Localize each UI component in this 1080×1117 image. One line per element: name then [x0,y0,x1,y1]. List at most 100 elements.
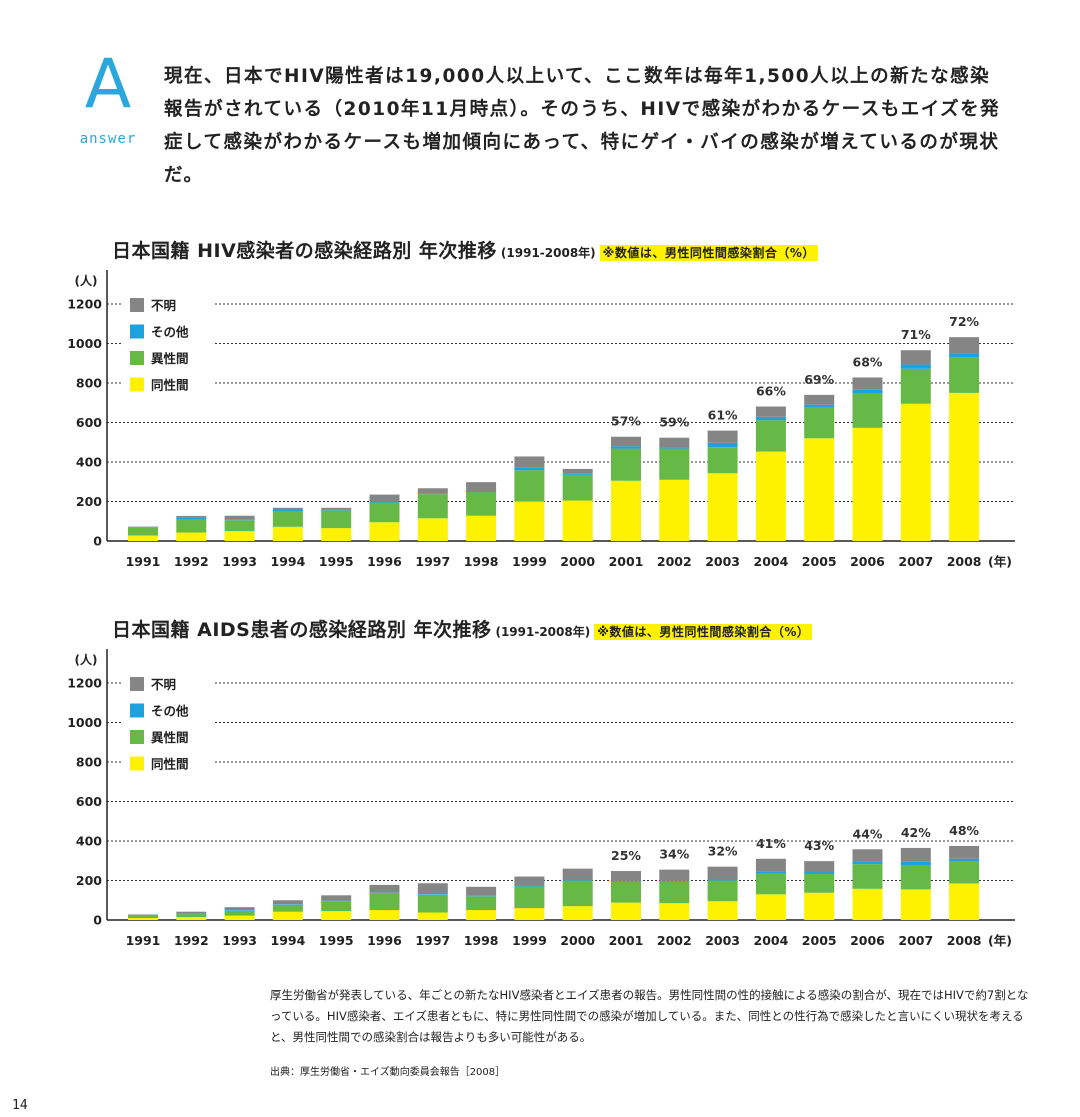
hiv-bar-segment [272,509,303,511]
hiv-bar-segment [949,357,980,393]
aids-bar-segment [514,908,545,920]
hiv-bar-segment [417,494,448,519]
hiv-bar-segment [514,501,545,541]
hiv-bar-segment [900,403,931,541]
aids-bar-segment [272,904,303,905]
aids-bar-segment [949,845,980,859]
aids-bar-segment [562,880,593,907]
hiv-bar-segment [466,492,497,516]
hiv-x-tick-label: 1996 [367,554,402,569]
hiv-bar-segment [321,507,352,510]
hiv-x-axis-unit: (年) [988,554,1012,569]
aids-x-tick-label: 1996 [367,933,402,948]
aids-x-tick-label: 1997 [415,933,450,948]
hiv-percent-label: 57% [611,414,641,429]
hiv-bar-segment [272,510,303,527]
hiv-bar-segment [466,515,497,541]
aids-percent-label: 25% [611,848,641,863]
aids-y-tick-label: 200 [76,873,102,888]
aids-bar-segment [466,886,497,896]
aids-bar-segment [562,906,593,920]
hiv-bar-segment [611,446,641,449]
aids-bar-segment [369,893,400,911]
aids-bar-segment [514,886,545,909]
hiv-chart-note: ※数値は、男性同性間感染割合（%） [599,245,818,261]
aids-percent-label: 41% [756,836,786,851]
aids-x-tick-label: 1994 [271,933,306,948]
hiv-bar-segment [611,480,641,541]
hiv-legend-swatch [130,377,144,392]
hiv-legend-swatch [130,351,144,365]
hiv-x-tick-label: 2006 [850,554,885,569]
hiv-bar-segment [417,518,448,541]
hiv-bar-segment [562,500,593,541]
aids-chart-note: ※数値は、男性同性間感染割合（%） [594,624,813,640]
hiv-bar-segment [369,494,400,502]
aids-bar-segment [224,907,255,911]
hiv-x-tick-label: 1992 [174,554,209,569]
aids-chart-range: (1991-2008年) [495,625,591,639]
hiv-bar-segment [128,535,158,541]
aids-x-tick-label: 2001 [609,933,644,948]
hiv-percent-label: 71% [901,327,931,342]
aids-x-tick-label: 2000 [560,933,595,948]
hiv-bar-segment [514,467,545,471]
aids-bar-segment [128,914,158,916]
hiv-x-tick-label: 2008 [947,554,982,569]
aids-bar-segment [321,911,352,920]
aids-chart-title-row: 日本国籍 AIDS患者の感染経路別 年次推移 (1991-2008年) ※数値は、男… [112,615,813,642]
hiv-bar-segment [659,479,690,541]
hiv-bar-segment [707,430,738,443]
hiv-y-tick-label: 1200 [67,297,102,312]
hiv-bar-segment [417,493,448,495]
hiv-bar-segment [369,502,400,523]
aids-bar-segment [514,876,545,886]
answer-logo-letter: A [84,45,132,124]
aids-x-tick-label: 1993 [222,933,257,948]
aids-bar-segment [707,880,738,902]
aids-bar-segment [321,895,352,901]
aids-y-tick-label: 600 [76,794,102,809]
hiv-y-tick-label: 800 [76,376,102,391]
hiv-percent-label: 61% [708,408,738,423]
hiv-bar-segment [707,473,738,541]
hiv-legend-label: 不明 [151,298,176,313]
aids-bar-segment [176,914,207,918]
aids-bar-segment [417,883,448,895]
hiv-bar-segment [707,447,738,474]
hiv-bar-segment [900,368,931,404]
hiv-bar-segment [659,437,690,448]
hiv-x-tick-label: 1999 [512,554,547,569]
hiv-bar-segment [562,473,593,475]
hiv-bar-segment [176,515,207,518]
aids-x-axis-unit: (年) [988,933,1012,948]
aids-legend-swatch [130,677,144,691]
aids-bar-segment [176,911,207,914]
aids-x-tick-label: 2005 [802,933,837,948]
aids-bar-segment [900,861,931,866]
hiv-x-tick-label: 1997 [415,554,450,569]
hiv-bar-segment [949,337,980,354]
aids-bar-segment [562,879,593,881]
hiv-x-tick-label: 1991 [126,554,161,569]
hiv-x-tick-label: 2004 [754,554,789,569]
hiv-bar-segment [755,416,786,421]
aids-bar-segment [707,901,738,920]
aids-percent-label: 48% [949,823,979,838]
aids-bar-segment [804,873,835,893]
aids-bar-segment [369,884,400,893]
aids-bar-segment [611,880,641,882]
aids-bar-segment [659,881,690,904]
aids-bar-segment [224,910,255,916]
source-citation: 出典：厚生労働省・エイズ動向委員会報告［2008］ [270,1067,506,1078]
hiv-bar-segment [369,522,400,541]
aids-percent-label: 43% [804,838,834,853]
aids-x-tick-label: 1991 [126,933,161,948]
aids-bar-segment [369,892,400,894]
hiv-y-tick-label: 600 [76,415,102,430]
aids-bar-segment [466,895,497,897]
aids-bar-segment [224,915,255,920]
hiv-bar-segment [514,470,545,502]
